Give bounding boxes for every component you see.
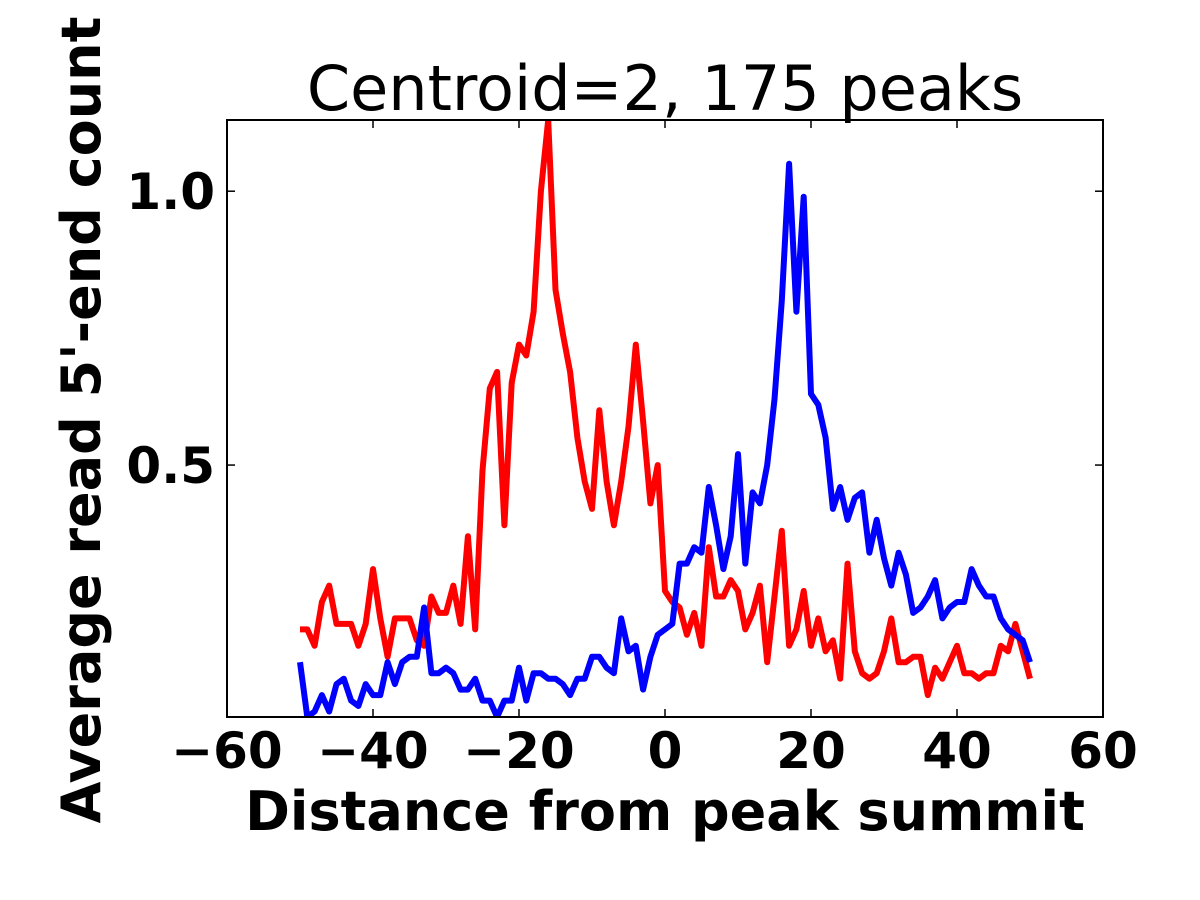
y-tick-label: 1.0 (126, 163, 215, 221)
x-tick-label: 0 (648, 722, 683, 780)
x-tick-label: −40 (317, 722, 428, 780)
x-tick-label: 20 (776, 722, 846, 780)
x-tick-label: 60 (1068, 722, 1138, 780)
x-tick-label: −60 (171, 722, 282, 780)
x-tick-label: −20 (463, 722, 574, 780)
series-line-2 (297, 160, 1033, 717)
x-tick-label: 40 (922, 722, 992, 780)
plot-area: −60 −40 −20 0 20 40 60 0.5 1.0 (126, 119, 1138, 780)
y-axis-label: Average read 5'-end count (50, 17, 113, 824)
chart-title: Centroid=2, 175 peaks (307, 52, 1023, 125)
y-tick-label: 0.5 (126, 437, 215, 495)
x-axis-label: Distance from peak summit (245, 780, 1085, 843)
